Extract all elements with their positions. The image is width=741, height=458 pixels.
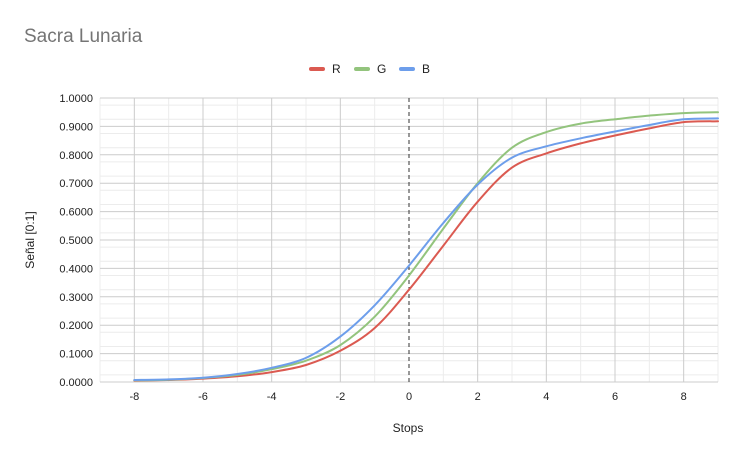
x-tick-label: -2 [335, 391, 345, 403]
y-tick-label: 0.0000 [59, 377, 93, 389]
y-tick-label: 0.8000 [59, 150, 93, 162]
y-tick-label: 0.3000 [59, 292, 93, 304]
y-tick-label: 0.1000 [59, 349, 93, 361]
x-tick-label: 0 [406, 391, 412, 403]
series-lines [133, 111, 719, 382]
x-tick-labels: -8 -6 -4 -2 0 2 4 6 8 [129, 391, 686, 403]
x-axis-title: Stops [393, 421, 424, 435]
y-axis-title: Señal [0:1] [23, 211, 37, 268]
series-line-r [133, 120, 719, 382]
legend-label-r: R [332, 62, 341, 76]
y-tick-label: 0.9000 [59, 121, 93, 133]
legend-label-b: B [422, 62, 430, 76]
y-tick-labels: 0.0000 0.1000 0.2000 0.3000 0.4000 0.5000 0.60… [59, 93, 93, 389]
x-tick-label: -6 [198, 391, 208, 403]
x-tick-label: 2 [475, 391, 481, 403]
y-tick-label: 0.6000 [59, 207, 93, 219]
y-tick-label: 0.2000 [59, 320, 93, 332]
series-line-g [133, 111, 719, 382]
legend-label-g: G [377, 62, 386, 76]
y-tick-label: 0.7000 [59, 178, 93, 190]
chart-title: Sacra Lunaria [24, 26, 143, 47]
x-tick-label: -4 [267, 391, 277, 403]
y-tick-label: 0.5000 [59, 235, 93, 247]
series-line-b [133, 117, 719, 381]
x-tick-label: -8 [129, 391, 139, 403]
y-tick-label: 0.4000 [59, 263, 93, 275]
x-tick-label: 6 [612, 391, 618, 403]
x-tick-label: 4 [543, 391, 549, 403]
x-tick-label: 8 [681, 391, 687, 403]
y-tick-label: 1.0000 [59, 93, 93, 105]
